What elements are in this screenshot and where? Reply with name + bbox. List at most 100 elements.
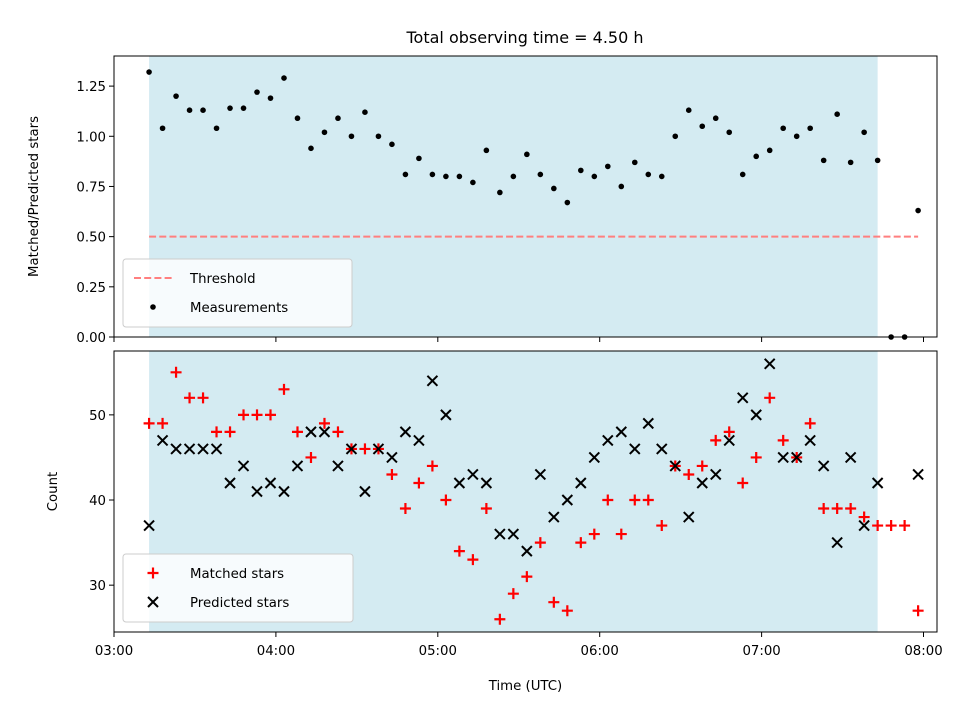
matched-star-point [548, 596, 560, 608]
matched-star-point [453, 545, 465, 557]
legend-matched-swatch [147, 567, 159, 579]
predicted-star-point [156, 434, 169, 447]
matched-star-point [561, 605, 573, 617]
measurement-point [402, 171, 409, 178]
measurement-point [551, 185, 557, 192]
predicted-star-point [197, 443, 209, 455]
x-tick-label: 06:00 [581, 644, 619, 659]
matched-star-point [507, 588, 519, 600]
measurement-point [254, 89, 260, 95]
predicted-star-point [413, 434, 425, 447]
matched-star-point [332, 426, 344, 438]
matched-star-point [211, 426, 223, 438]
top-y-tick-label: 0.25 [76, 281, 106, 296]
matched-star-point [170, 366, 182, 378]
matched-star-point [683, 468, 695, 480]
measurement-point [213, 125, 220, 132]
predicted-star-point [399, 426, 412, 438]
matched-star-point [224, 426, 236, 438]
matched-star-point [656, 520, 668, 532]
predicted-star-point [467, 468, 479, 481]
matched-star-point [575, 537, 587, 549]
top-legend-box [122, 258, 353, 328]
predicted-star-point [183, 443, 196, 455]
measurement-point [308, 145, 314, 152]
bottom-series-predicted-stars [143, 358, 924, 557]
measurement-point [564, 199, 571, 206]
matched-star-point [696, 460, 708, 472]
measurement-point [443, 173, 449, 180]
measurement-point [766, 147, 773, 154]
matched-star-point [858, 511, 870, 523]
predicted-star-point [602, 434, 614, 447]
matched-star-point [440, 494, 452, 506]
predicted-star-point [629, 443, 641, 455]
matched-star-point [467, 554, 479, 566]
predicted-star-point [372, 443, 385, 455]
top-axes-frame [113, 55, 938, 338]
predicted-star-point [750, 409, 762, 421]
bottom-legend-box [122, 553, 354, 623]
x-tick-label: 07:00 [742, 644, 780, 659]
matched-star-point [831, 503, 843, 515]
predicted-star-point [561, 494, 574, 506]
measurement-point [631, 159, 638, 166]
top-series-measurements [146, 69, 921, 340]
matched-star-point [238, 409, 250, 421]
matched-star-point [413, 477, 425, 489]
matched-star-point [399, 503, 411, 515]
matched-star-point [278, 383, 290, 395]
predicted-star-point [588, 451, 601, 464]
predicted-star-point [858, 519, 870, 532]
matched-star-point [157, 417, 169, 429]
measurement-point [618, 183, 625, 190]
measurement-point [793, 133, 800, 140]
matched-star-point [723, 426, 735, 438]
matched-star-point [899, 520, 911, 532]
top-y-axis-title: Matched/Predicted stars [27, 116, 42, 277]
matched-star-point [737, 477, 749, 489]
x-tick-label: 04:00 [257, 644, 295, 659]
predicted-star-point [359, 485, 371, 498]
x-tick-label: 05:00 [419, 644, 457, 659]
matched-star-point [143, 417, 155, 429]
top-legend: Threshold Measurements [122, 258, 353, 328]
predicted-star-point [386, 451, 398, 464]
matched-star-point [777, 434, 789, 446]
chart-title: Total observing time = 4.50 h [405, 28, 643, 47]
predicted-star-point [521, 545, 533, 557]
legend-measurement-swatch [150, 304, 156, 310]
matched-star-point [710, 434, 722, 446]
predicted-star-point [831, 536, 843, 549]
legend-label: Matched stars [190, 567, 284, 582]
matched-star-point [615, 528, 627, 540]
predicted-star-point [440, 409, 452, 421]
measurement-point [645, 171, 652, 178]
measurement-point [861, 129, 867, 136]
predicted-star-point [615, 426, 627, 438]
measurement-point [335, 115, 341, 122]
measurement-point [281, 75, 287, 81]
measurement-point [780, 125, 786, 132]
measurement-point [510, 173, 517, 180]
bottom-series-matched-stars [143, 366, 924, 625]
predicted-star-point [871, 477, 884, 489]
predicted-star-point [710, 468, 722, 481]
measurement-point [753, 153, 760, 160]
predicted-star-point [844, 451, 857, 464]
measurement-point [739, 171, 746, 178]
matched-star-point [534, 537, 546, 549]
measurement-point [497, 189, 503, 196]
bottom-y-axis-title: Count [46, 472, 61, 512]
predicted-star-point [804, 434, 816, 447]
top-y-tick-label: 0.00 [76, 331, 106, 346]
measurement-point [159, 125, 166, 132]
predicted-star-point [345, 443, 358, 455]
top-y-tick-label: 0.50 [76, 231, 106, 246]
legend-label: Threshold [189, 272, 256, 287]
predicted-star-point [494, 528, 506, 540]
predicted-star-point [210, 443, 223, 455]
matched-star-point [885, 520, 897, 532]
predicted-star-point [548, 511, 560, 523]
measurement-point [362, 109, 368, 115]
